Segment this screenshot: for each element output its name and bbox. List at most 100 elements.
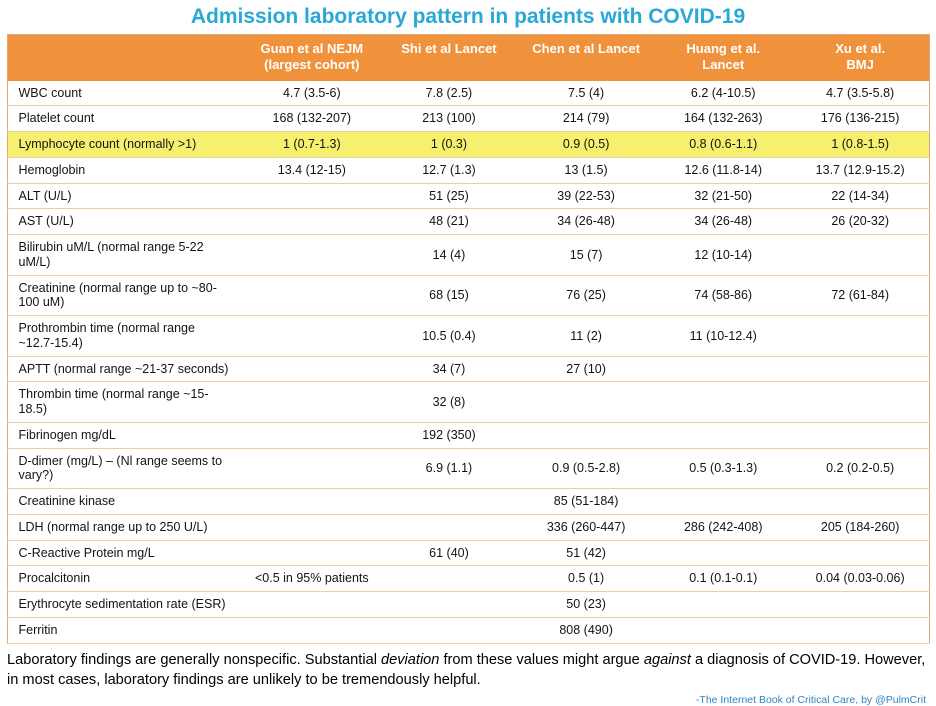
value-cell: 205 (184-260) (791, 514, 929, 541)
footer-italic-text: deviation (381, 651, 440, 668)
value-cell: 0.2 (0.2-0.5) (791, 448, 929, 490)
value-cell: 1 (0.7-1.3) (243, 131, 381, 158)
value-cell: 14 (4) (380, 234, 518, 276)
value-cell (654, 422, 792, 449)
value-cell (791, 591, 929, 618)
row-label: Hemoglobin (7, 157, 244, 184)
value-cell (791, 381, 929, 423)
value-cell: 0.8 (0.6-1.1) (654, 131, 792, 158)
row-label: Creatinine (normal range up to ~80-100 u… (7, 275, 244, 317)
table-header: Guan et al NEJM (largest cohort) Shi et al… (7, 34, 929, 81)
value-cell: 27 (10) (517, 356, 655, 383)
attribution: -The Internet Book of Critical Care, by … (695, 694, 926, 706)
value-cell: 214 (79) (517, 105, 655, 133)
table-body: WBC count 4.7 (3.5-6) 7.8 (2.5) 7.5 (4) 6.2 … (7, 80, 929, 644)
value-cell: 48 (21) (380, 208, 518, 236)
footer-text: Laboratory findings are generally nonspe… (7, 651, 381, 668)
value-cell: 26 (20-32) (791, 208, 929, 236)
value-cell: 50 (23) (517, 591, 655, 618)
value-cell (243, 275, 381, 317)
value-cell (791, 315, 929, 357)
table-row: C-Reactive Protein mg/L 61 (40) 51 (42) (7, 540, 929, 567)
value-cell (243, 183, 381, 210)
value-cell: 11 (10-12.4) (654, 315, 792, 357)
value-cell (243, 422, 381, 449)
column-header: Huang et al. Lancet (654, 34, 792, 81)
row-label: Thrombin time (normal range ~15-18.5) (7, 381, 244, 423)
value-cell (791, 617, 929, 644)
value-cell: 176 (136-215) (791, 105, 929, 133)
value-cell (380, 591, 518, 618)
value-cell: 164 (132-263) (654, 105, 792, 133)
table-row: Fibrinogen mg/dL 192 (350) (7, 422, 929, 449)
row-label: Fibrinogen mg/dL (7, 422, 244, 449)
value-cell (380, 514, 518, 541)
table-row: Thrombin time (normal range ~15-18.5) 32 … (7, 381, 929, 423)
value-cell: 74 (58-86) (654, 275, 792, 317)
value-cell (791, 234, 929, 276)
value-cell (791, 540, 929, 567)
value-cell: 68 (15) (380, 275, 518, 317)
value-cell (243, 381, 381, 423)
value-cell: 0.04 (0.03-0.06) (791, 565, 929, 593)
value-cell: 34 (7) (380, 356, 518, 383)
value-cell (243, 540, 381, 567)
value-cell (654, 591, 792, 618)
table-row: Creatinine kinase 85 (51-184) (7, 488, 929, 515)
value-cell: 7.5 (4) (517, 80, 655, 107)
value-cell (243, 356, 381, 383)
row-label: Platelet count (7, 105, 244, 133)
table-row: Bilirubin uM/L (normal range 5-22 uM/L) 1… (7, 234, 929, 276)
column-header: Xu et al. BMJ (791, 34, 929, 81)
lab-pattern-table: Guan et al NEJM (largest cohort) Shi et al… (6, 34, 930, 644)
value-cell: 1 (0.3) (380, 131, 518, 158)
value-cell (791, 356, 929, 383)
footer-text: from these values might argue (439, 651, 644, 668)
footer-note: Laboratory findings are generally nonspe… (7, 650, 928, 691)
value-cell: 76 (25) (517, 275, 655, 317)
value-cell: 808 (490) (517, 617, 655, 644)
value-cell: 192 (350) (380, 422, 518, 449)
value-cell (243, 488, 381, 515)
value-cell: 4.7 (3.5-5.8) (791, 80, 929, 107)
value-cell: <0.5 in 95% patients (243, 565, 381, 593)
column-header: Chen et al Lancet (517, 34, 655, 81)
row-label: APTT (normal range ~21-37 seconds) (7, 356, 244, 383)
value-cell: 85 (51-184) (517, 488, 655, 515)
corner-cell (7, 34, 244, 81)
value-cell: 32 (21-50) (654, 183, 792, 210)
row-label: Creatinine kinase (7, 488, 244, 515)
table-row: Creatinine (normal range up to ~80-100 u… (7, 275, 929, 317)
value-cell: 15 (7) (517, 234, 655, 276)
table-row: Prothrombin time (normal range ~12.7-15.… (7, 315, 929, 357)
value-cell: 1 (0.8-1.5) (791, 131, 929, 158)
value-cell: 168 (132-207) (243, 105, 381, 133)
footer-italic-text: against (643, 651, 691, 668)
value-cell (243, 514, 381, 541)
value-cell: 51 (25) (380, 183, 518, 210)
value-cell: 6.9 (1.1) (380, 448, 518, 490)
table-row: Hemoglobin 13.4 (12-15) 12.7 (1.3) 13 (1.5)… (7, 157, 929, 184)
row-label: Erythrocyte sedimentation rate (ESR) (7, 591, 244, 618)
value-cell: 22 (14-34) (791, 183, 929, 210)
row-label: ALT (U/L) (7, 183, 244, 210)
row-label: Ferritin (7, 617, 244, 644)
value-cell (791, 422, 929, 449)
table-row: APTT (normal range ~21-37 seconds) 34 (7)… (7, 356, 929, 383)
row-label: C-Reactive Protein mg/L (7, 540, 244, 567)
value-cell: 13 (1.5) (517, 157, 655, 184)
value-cell (243, 448, 381, 490)
row-label: Procalcitonin (7, 565, 244, 593)
value-cell (517, 422, 655, 449)
row-label: Bilirubin uM/L (normal range 5-22 uM/L) (7, 234, 244, 276)
value-cell: 0.9 (0.5) (517, 131, 655, 158)
table-row: Erythrocyte sedimentation rate (ESR) 50 (… (7, 591, 929, 618)
value-cell: 213 (100) (380, 105, 518, 133)
column-header: Guan et al NEJM (largest cohort) (243, 34, 381, 81)
row-label: Prothrombin time (normal range ~12.7-15.… (7, 315, 244, 357)
value-cell: 11 (2) (517, 315, 655, 357)
value-cell: 0.1 (0.1-0.1) (654, 565, 792, 593)
table-row: D-dimer (mg/L) – (Nl range seems to vary… (7, 448, 929, 490)
value-cell (654, 488, 792, 515)
value-cell (380, 617, 518, 644)
